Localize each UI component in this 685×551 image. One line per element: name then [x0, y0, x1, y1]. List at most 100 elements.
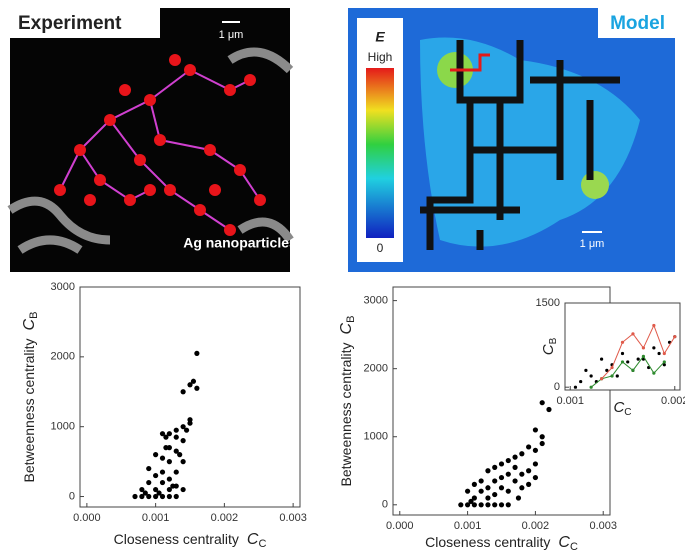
y-tick-label: 3000 [51, 281, 75, 293]
y-label-symbol: C [338, 322, 355, 334]
data-point [181, 459, 186, 464]
data-point [194, 386, 199, 391]
data-point [657, 352, 660, 355]
x-axis-label: Closeness centrality CC [114, 531, 267, 550]
data-point [506, 472, 511, 477]
data-point [631, 332, 634, 335]
x-label-text: Closeness centrality [114, 531, 239, 547]
data-point [160, 469, 165, 474]
x-tick-label: 0.003 [589, 520, 617, 532]
micrograph [10, 8, 290, 272]
data-point [163, 445, 168, 450]
data-point [652, 324, 655, 327]
x-label-symbol: C [247, 531, 259, 548]
y-tick-label: 2000 [364, 363, 388, 375]
data-point [187, 382, 192, 387]
plot-frame [80, 287, 300, 507]
data-point [512, 465, 517, 470]
y-label-text: Betweenness centrality [338, 342, 354, 486]
data-point [472, 482, 477, 487]
data-point [616, 374, 619, 377]
x-label-symbol: C [613, 399, 624, 416]
scale-label: 1 μm [580, 238, 605, 250]
colorbar-high: High [368, 50, 393, 64]
panel-title: Experiment [18, 13, 122, 34]
data-point [485, 485, 490, 490]
data-point [626, 360, 629, 363]
data-point [574, 386, 577, 389]
data-point [506, 502, 511, 507]
data-point [621, 360, 624, 363]
x-tick-label: 0.000 [73, 512, 101, 524]
data-point [187, 421, 192, 426]
x-tick-label: 0.002 [661, 395, 685, 407]
data-point [174, 494, 179, 499]
data-point [143, 490, 148, 495]
data-point [132, 494, 137, 499]
data-point [519, 451, 524, 456]
data-point [499, 461, 504, 466]
data-point [156, 490, 161, 495]
data-point [160, 456, 165, 461]
data-point [485, 468, 490, 473]
plot-frame [565, 303, 680, 390]
data-point [663, 360, 666, 363]
x-label-sub: C [624, 407, 631, 418]
data-point [167, 494, 172, 499]
data-point [468, 499, 473, 504]
colorbar [366, 68, 394, 238]
data-point [642, 346, 645, 349]
data-point [479, 489, 484, 494]
data-point [492, 478, 497, 483]
figure: Experiment 1 μm Ag nanoparticles E High … [0, 0, 685, 551]
data-point [146, 480, 151, 485]
x-tick-label: 0.001 [556, 395, 584, 407]
data-point [512, 478, 517, 483]
data-point [479, 502, 484, 507]
data-point [181, 438, 186, 443]
data-point [526, 468, 531, 473]
x-tick-label: 0.003 [279, 512, 307, 524]
x-label-sub: C [570, 541, 578, 551]
data-point [519, 485, 524, 490]
y-tick-label: 3000 [364, 295, 388, 307]
data-point [174, 428, 179, 433]
data-point [600, 358, 603, 361]
x-label-symbol: C [558, 534, 570, 551]
data-point [181, 487, 186, 492]
data-point [579, 380, 582, 383]
x-tick-label: 0.002 [522, 520, 550, 532]
data-point [621, 341, 624, 344]
y-label-text: Betweenness centrality [21, 338, 37, 482]
panel-title: Model [610, 13, 665, 34]
x-tick-label: 0.000 [386, 520, 414, 532]
data-point [533, 448, 538, 453]
data-point [642, 355, 645, 358]
data-point [499, 485, 504, 490]
data-point [177, 452, 182, 457]
data-point [540, 400, 545, 405]
data-point [590, 386, 593, 389]
data-point [506, 458, 511, 463]
data-point [637, 358, 640, 361]
data-point [485, 502, 490, 507]
colorbar-low: 0 [377, 241, 384, 255]
x-tick-label: 0.001 [142, 512, 170, 524]
data-point [194, 351, 199, 356]
model-panel: E High 0 Model 1 μm [348, 8, 675, 272]
data-point [485, 495, 490, 500]
data-point [170, 483, 175, 488]
data-point [652, 346, 655, 349]
data-point [610, 366, 613, 369]
data-point [631, 369, 634, 372]
y-label-sub: B [28, 312, 40, 319]
data-point [533, 461, 538, 466]
data-point [184, 428, 189, 433]
data-point [621, 352, 624, 355]
x-label-sub: C [258, 538, 266, 550]
x-axis-label: CC [613, 399, 631, 418]
data-point [160, 480, 165, 485]
data-point [526, 444, 531, 449]
data-point [479, 478, 484, 483]
